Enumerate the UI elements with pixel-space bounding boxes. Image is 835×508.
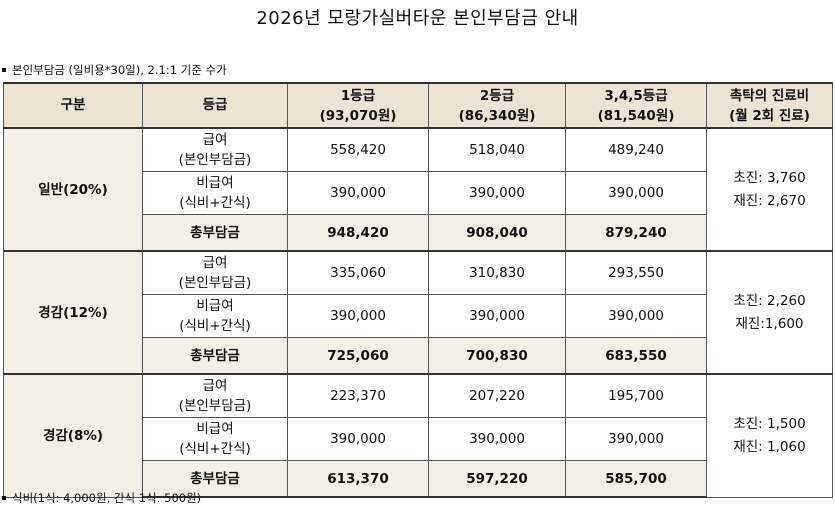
value-cell: 390,000: [566, 418, 707, 461]
value-cell: 518,040: [429, 128, 566, 172]
value-cell: 390,000: [288, 172, 429, 215]
value-cell: 390,000: [288, 418, 429, 461]
value-cell: 390,000: [429, 295, 566, 338]
value-cell: 390,000: [288, 295, 429, 338]
header-grade-2: 2등급 (86,340원): [429, 83, 566, 128]
value-cell: 390,000: [429, 418, 566, 461]
header-grade-1: 1등급 (93,070원): [288, 83, 429, 128]
group-name: 일반(20%): [4, 128, 143, 251]
row-label-total: 총부담금: [143, 338, 288, 375]
fee-table: 구분 등급 1등급 (93,070원) 2등급 (86,340원) 3,4,5등급(…: [3, 82, 833, 498]
total-cell: 725,060: [288, 338, 429, 375]
row-label-covered: 급여 (본인부담금): [143, 128, 288, 172]
row-label-covered: 급여 (본인부담금): [143, 374, 288, 418]
total-cell: 908,040: [429, 215, 566, 252]
value-cell: 223,370: [288, 374, 429, 418]
total-cell: 585,700: [566, 461, 707, 498]
header-grade-345: 3,4,5등급 (81,540원): [566, 83, 707, 128]
value-cell: 390,000: [566, 295, 707, 338]
note-meal-text: 식비(1식: 4,000원, 간식 1식: 500원): [12, 491, 201, 505]
total-cell: 700,830: [429, 338, 566, 375]
value-cell: 293,550: [566, 251, 707, 295]
header-gubun: 구분: [4, 83, 143, 128]
header-doctor-fee: 촉탁의 진료비 (월 2회 진료): [707, 83, 833, 128]
total-cell: 948,420: [288, 215, 429, 252]
header-row: 구분 등급 1등급 (93,070원) 2등급 (86,340원) 3,4,5등급(…: [4, 83, 833, 128]
table-row: 일반(20%) 급여 (본인부담금) 558,420 518,040 489,24…: [4, 128, 833, 172]
doctor-fee-cell: 초진: 2,260 재진:1,600: [707, 251, 833, 374]
value-cell: 489,240: [566, 128, 707, 172]
total-cell: 879,240: [566, 215, 707, 252]
table-row: 경감(8%) 급여 (본인부담금) 223,370 207,220 195,700…: [4, 374, 833, 418]
total-cell: 597,220: [429, 461, 566, 498]
note-basis: 본인부담금 (일비용*30일), 2.1:1 기준 수가: [2, 62, 227, 78]
header-grade: 등급: [143, 83, 288, 128]
note-basis-text: 본인부담금 (일비용*30일), 2.1:1 기준 수가: [12, 63, 227, 77]
total-cell: 613,370: [288, 461, 429, 498]
row-label-covered: 급여 (본인부담금): [143, 251, 288, 295]
value-cell: 195,700: [566, 374, 707, 418]
value-cell: 558,420: [288, 128, 429, 172]
value-cell: 390,000: [429, 172, 566, 215]
note-meal: 식비(1식: 4,000원, 간식 1식: 500원): [2, 490, 201, 506]
group-name: 경감(8%): [4, 374, 143, 497]
row-label-total: 총부담금: [143, 215, 288, 252]
group-name: 경감(12%): [4, 251, 143, 374]
value-cell: 390,000: [566, 172, 707, 215]
doctor-fee-cell: 초진: 3,760 재진: 2,670: [707, 128, 833, 251]
bullet-icon: [2, 68, 6, 72]
value-cell: 310,830: [429, 251, 566, 295]
total-cell: 683,550: [566, 338, 707, 375]
row-label-noncovered: 비급여 (식비+간식): [143, 295, 288, 338]
bullet-icon: [2, 496, 6, 500]
value-cell: 207,220: [429, 374, 566, 418]
doctor-fee-cell: 초진: 1,500 재진: 1,060: [707, 374, 833, 497]
row-label-noncovered: 비급여 (식비+간식): [143, 172, 288, 215]
page-title: 2026년 모랑가실버타운 본인부담금 안내: [0, 4, 835, 30]
table-row: 경감(12%) 급여 (본인부담금) 335,060 310,830 293,55…: [4, 251, 833, 295]
row-label-noncovered: 비급여 (식비+간식): [143, 418, 288, 461]
value-cell: 335,060: [288, 251, 429, 295]
